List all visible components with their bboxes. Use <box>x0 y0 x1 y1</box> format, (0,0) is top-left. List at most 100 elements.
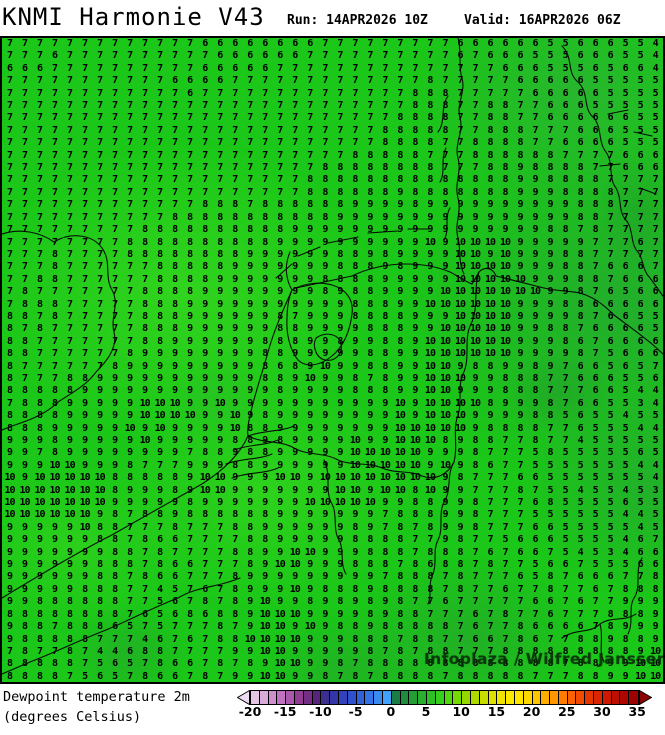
dewpoint-value: 8 <box>97 571 103 583</box>
dewpoint-value: 8 <box>382 583 388 595</box>
dewpoint-value: 8 <box>382 658 388 670</box>
dewpoint-value: 9 <box>172 509 178 521</box>
dewpoint-value: 8 <box>82 633 88 645</box>
dewpoint-value: 8 <box>577 162 584 174</box>
dewpoint-value: 8 <box>307 211 313 223</box>
dewpoint-value: 9 <box>367 335 373 347</box>
dewpoint-value: 7 <box>82 224 88 236</box>
dewpoint-value: 9 <box>442 534 448 546</box>
dewpoint-value: 7 <box>112 75 118 87</box>
dewpoint-value: 6 <box>652 546 659 558</box>
dewpoint-value: 8 <box>157 658 163 670</box>
dewpoint-value: 7 <box>517 521 524 533</box>
dewpoint-value: 9 <box>262 435 268 446</box>
dewpoint-value: 8 <box>427 509 433 521</box>
dewpoint-value: 7 <box>532 137 539 149</box>
dewpoint-value: 9 <box>367 248 373 260</box>
dewpoint-value: 10 <box>394 397 406 409</box>
dewpoint-value: 7 <box>577 385 584 397</box>
dewpoint-value: 9 <box>22 472 28 484</box>
dewpoint-value: 9 <box>6 534 13 546</box>
dewpoint-value: 7 <box>412 596 418 608</box>
dewpoint-value: 9 <box>322 621 328 633</box>
dewpoint-value: 9 <box>187 435 193 446</box>
dewpoint-value: 6 <box>232 50 238 62</box>
dewpoint-value: 7 <box>187 186 193 198</box>
dewpoint-value: 8 <box>247 236 253 248</box>
dewpoint-value: 8 <box>412 621 418 633</box>
dewpoint-value: 8 <box>442 435 448 446</box>
dewpoint-value: 7 <box>187 174 193 186</box>
dewpoint-value: 10 <box>334 497 346 509</box>
dewpoint-value: 8 <box>367 310 373 322</box>
dewpoint-value: 8 <box>487 422 493 434</box>
dewpoint-value: 9 <box>367 199 373 211</box>
dewpoint-value: 10 <box>454 286 466 298</box>
dewpoint-value: 9 <box>337 571 343 583</box>
dewpoint-value: 9 <box>337 509 343 521</box>
grid-row: 8 8 8 8 8 7 5 6 5 7 8 6 6 7 8 7 8 9 10 10 9 9 8 7 8 8 8 8 8 8 8 8 8 8 8 8 8 7… <box>2 658 663 670</box>
dewpoint-value: 9 <box>307 583 313 595</box>
dewpoint-value: 8 <box>382 174 388 186</box>
dewpoint-value: 7 <box>97 273 103 285</box>
dewpoint-value: 10 <box>319 360 331 372</box>
dewpoint-value: 8 <box>532 645 539 657</box>
dewpoint-value: 9 <box>517 174 524 186</box>
dewpoint-value: 6 <box>172 658 178 670</box>
dewpoint-value: 10 <box>79 497 91 509</box>
dewpoint-value: 7 <box>547 422 554 434</box>
dewpoint-value: 6 <box>622 360 629 372</box>
dewpoint-value: 8 <box>352 248 358 260</box>
dewpoint-value: 9 <box>382 410 388 422</box>
dewpoint-value: 9 <box>187 422 193 434</box>
dewpoint-value: 8 <box>217 248 223 260</box>
dewpoint-value: 8 <box>472 509 478 521</box>
dewpoint-value: 10 <box>364 459 376 471</box>
dewpoint-value: 8 <box>337 261 343 273</box>
dewpoint-value: 5 <box>157 621 163 633</box>
dewpoint-value: 10 <box>139 410 151 422</box>
dewpoint-value: 7 <box>517 459 524 471</box>
dewpoint-value: 6 <box>112 658 118 670</box>
dewpoint-value: 5 <box>637 75 644 87</box>
dewpoint-value: 10 <box>259 596 271 608</box>
dewpoint-value: 8 <box>6 372 13 384</box>
dewpoint-value: 7 <box>232 87 238 99</box>
dewpoint-value: 7 <box>82 211 88 223</box>
dewpoint-value: 6 <box>652 348 659 360</box>
dewpoint-value: 7 <box>127 633 133 645</box>
dewpoint-value: 6 <box>532 521 539 533</box>
dewpoint-value: 7 <box>97 162 103 174</box>
dewpoint-value: 10 <box>259 621 271 633</box>
dewpoint-value: 7 <box>592 286 599 298</box>
dewpoint-value: 8 <box>412 559 418 571</box>
dewpoint-value: 6 <box>652 372 659 384</box>
dewpoint-value: 9 <box>112 447 118 459</box>
dewpoint-value: 9 <box>547 298 554 310</box>
dewpoint-value: 8 <box>397 261 403 273</box>
dewpoint-value: 9 <box>442 248 448 260</box>
dewpoint-value: 5 <box>562 38 569 49</box>
dewpoint-value: 9 <box>37 571 43 583</box>
dewpoint-value: 6 <box>217 38 223 49</box>
dewpoint-value: 7 <box>37 38 43 49</box>
dewpoint-value: 10 <box>500 248 511 260</box>
dewpoint-value: 10 <box>274 472 286 484</box>
dewpoint-value: 7 <box>82 658 88 670</box>
dewpoint-value: 9 <box>232 645 238 657</box>
dewpoint-value: 7 <box>112 100 118 112</box>
colorbar-cell <box>303 691 313 704</box>
dewpoint-value: 7 <box>127 87 133 99</box>
dewpoint-value: 7 <box>142 174 148 186</box>
dewpoint-value: 9 <box>187 472 193 484</box>
dewpoint-value: 7 <box>382 509 388 521</box>
coastlines-illustration <box>2 38 663 675</box>
dewpoint-value: 10 <box>469 261 481 273</box>
dewpoint-value: 8 <box>382 534 388 546</box>
dewpoint-value: 7 <box>307 162 313 174</box>
dewpoint-value: 9 <box>277 459 283 471</box>
dewpoint-value: 9 <box>82 410 88 422</box>
dewpoint-value: 4 <box>652 62 659 74</box>
dewpoint-value: 9 <box>292 261 298 273</box>
dewpoint-value: 10 <box>484 261 496 273</box>
